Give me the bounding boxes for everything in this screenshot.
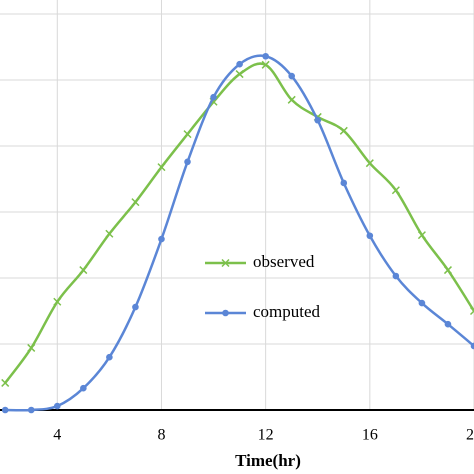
data-point — [53, 297, 62, 306]
data-point — [210, 93, 217, 101]
data-point — [340, 179, 348, 187]
data-point — [157, 163, 166, 172]
x-tick-label: 4 — [53, 427, 61, 444]
x-axis-label: Time(hr) — [235, 451, 301, 470]
data-point — [184, 158, 191, 166]
data-point — [418, 299, 426, 307]
data-point — [469, 306, 474, 316]
data-point — [417, 231, 426, 240]
data-point — [365, 159, 374, 168]
x-tick-label: 16 — [362, 427, 378, 444]
x-tick-label: 8 — [157, 427, 165, 444]
data-point — [106, 353, 113, 361]
data-point — [339, 126, 348, 135]
data-point — [444, 320, 452, 328]
data-point — [287, 95, 296, 104]
data-point — [235, 70, 244, 79]
data-point — [391, 186, 400, 195]
series-line — [4, 62, 474, 384]
data-point — [53, 402, 61, 410]
data-point — [288, 72, 295, 80]
data-point — [236, 60, 243, 68]
data-point — [314, 116, 322, 124]
data-point — [221, 258, 230, 268]
data-point — [27, 406, 35, 414]
x-tick-label: 12 — [258, 427, 274, 444]
data-point — [79, 266, 88, 275]
data-point — [105, 229, 114, 238]
data-point — [261, 60, 270, 69]
data-point — [80, 384, 87, 392]
legend-label: observed — [253, 252, 315, 271]
series-line — [5, 54, 474, 412]
data-point — [1, 406, 9, 414]
data-point — [392, 272, 400, 280]
data-point — [158, 235, 165, 243]
data-point — [131, 198, 140, 207]
data-point — [222, 309, 229, 317]
data-point — [443, 266, 452, 275]
data-point — [132, 303, 139, 311]
data-point — [366, 232, 374, 240]
legend-label: computed — [253, 302, 321, 321]
x-tick-label: 20 — [466, 427, 474, 444]
data-point — [470, 342, 474, 350]
data-point — [183, 130, 192, 139]
data-point — [1, 378, 10, 387]
data-point — [27, 343, 36, 352]
data-point — [262, 52, 269, 60]
